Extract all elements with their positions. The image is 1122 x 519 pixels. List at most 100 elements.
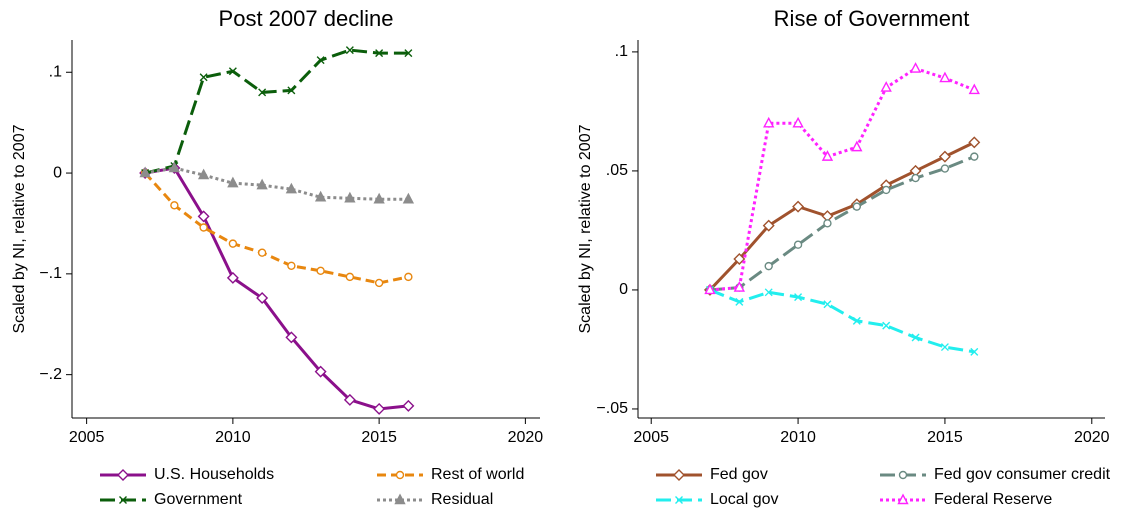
marker bbox=[258, 88, 267, 97]
marker bbox=[344, 191, 356, 203]
marker bbox=[735, 297, 744, 306]
marker bbox=[394, 493, 406, 505]
marker bbox=[197, 168, 210, 180]
marker bbox=[345, 46, 354, 55]
marker bbox=[823, 219, 832, 228]
marker bbox=[257, 248, 267, 257]
marker bbox=[675, 496, 683, 504]
marker bbox=[940, 164, 950, 173]
marker bbox=[343, 393, 356, 406]
marker bbox=[911, 173, 920, 183]
y-tick-label: 0 bbox=[53, 164, 62, 181]
marker bbox=[970, 152, 979, 161]
marker bbox=[287, 261, 296, 270]
marker bbox=[909, 62, 922, 73]
x-tick-label: 2005 bbox=[69, 429, 105, 446]
x-tick-label: 2020 bbox=[508, 429, 544, 446]
marker bbox=[226, 271, 239, 284]
x-tick-label: 2010 bbox=[780, 429, 816, 446]
marker bbox=[404, 272, 413, 282]
y-tick-label: .05 bbox=[606, 162, 628, 179]
marker bbox=[345, 272, 355, 282]
y-tick-label: −.05 bbox=[596, 400, 628, 417]
marker bbox=[197, 210, 210, 223]
y-tick-label: −.1 bbox=[39, 265, 62, 282]
marker bbox=[119, 496, 127, 504]
marker bbox=[314, 190, 327, 202]
marker bbox=[851, 140, 863, 152]
marker bbox=[375, 49, 384, 58]
marker bbox=[228, 239, 238, 248]
marker bbox=[395, 470, 405, 480]
legend-label: Fed gov consumer credit bbox=[934, 466, 1111, 483]
marker bbox=[228, 67, 237, 76]
marker bbox=[881, 185, 891, 195]
series-line bbox=[144, 172, 409, 285]
marker bbox=[168, 161, 181, 173]
legend-label: Rest of world bbox=[431, 466, 524, 483]
marker bbox=[939, 71, 951, 83]
legend-label: Federal Reserve bbox=[934, 491, 1052, 508]
marker bbox=[673, 469, 685, 481]
marker bbox=[733, 281, 745, 292]
marker bbox=[792, 200, 805, 213]
marker bbox=[763, 116, 775, 128]
y-tick-label: −.2 bbox=[39, 366, 62, 383]
legend-label: Residual bbox=[431, 491, 493, 508]
y-axis-label: Scaled by NI, relative to 2007 bbox=[11, 124, 28, 333]
series-line bbox=[144, 166, 409, 201]
marker bbox=[402, 192, 415, 204]
marker bbox=[402, 399, 415, 412]
series-line bbox=[708, 141, 975, 291]
x-tick-label: 2015 bbox=[361, 429, 397, 446]
marker bbox=[793, 240, 803, 249]
marker bbox=[970, 347, 979, 356]
series-line bbox=[144, 48, 409, 175]
marker bbox=[880, 81, 892, 92]
series-line bbox=[709, 288, 975, 354]
x-tick-label: 2010 bbox=[215, 429, 251, 446]
marker bbox=[897, 493, 909, 505]
legend-label: Government bbox=[154, 491, 243, 508]
marker bbox=[199, 223, 208, 232]
series-line bbox=[709, 66, 975, 292]
series-line bbox=[144, 166, 409, 411]
chart-title: Rise of Government bbox=[774, 6, 970, 31]
x-tick-label: 2015 bbox=[927, 429, 963, 446]
marker bbox=[968, 83, 980, 95]
chart-title: Post 2007 decline bbox=[219, 6, 394, 31]
marker bbox=[314, 365, 327, 378]
y-tick-label: .1 bbox=[49, 63, 62, 80]
marker bbox=[852, 316, 861, 325]
marker bbox=[794, 293, 803, 302]
marker bbox=[256, 178, 268, 190]
marker bbox=[373, 402, 386, 415]
series-line bbox=[709, 155, 975, 292]
marker bbox=[256, 292, 269, 305]
marker bbox=[117, 469, 129, 481]
marker bbox=[704, 283, 716, 295]
x-tick-label: 2005 bbox=[633, 429, 669, 446]
marker bbox=[852, 202, 862, 211]
y-tick-label: .1 bbox=[615, 43, 628, 60]
y-axis-label: Scaled by NI, relative to 2007 bbox=[577, 124, 594, 333]
marker bbox=[792, 116, 804, 128]
marker bbox=[285, 182, 298, 194]
marker bbox=[374, 278, 384, 288]
marker bbox=[762, 219, 775, 232]
marker bbox=[898, 470, 908, 480]
marker bbox=[373, 192, 385, 204]
marker bbox=[316, 266, 325, 276]
marker bbox=[316, 56, 325, 65]
y-tick-label: 0 bbox=[619, 281, 628, 298]
marker bbox=[764, 288, 773, 297]
marker bbox=[968, 136, 981, 149]
marker bbox=[287, 86, 296, 95]
marker bbox=[821, 150, 834, 161]
marker bbox=[940, 343, 949, 352]
marker bbox=[170, 201, 179, 210]
marker bbox=[733, 253, 746, 265]
marker bbox=[823, 300, 832, 309]
marker bbox=[227, 176, 239, 188]
